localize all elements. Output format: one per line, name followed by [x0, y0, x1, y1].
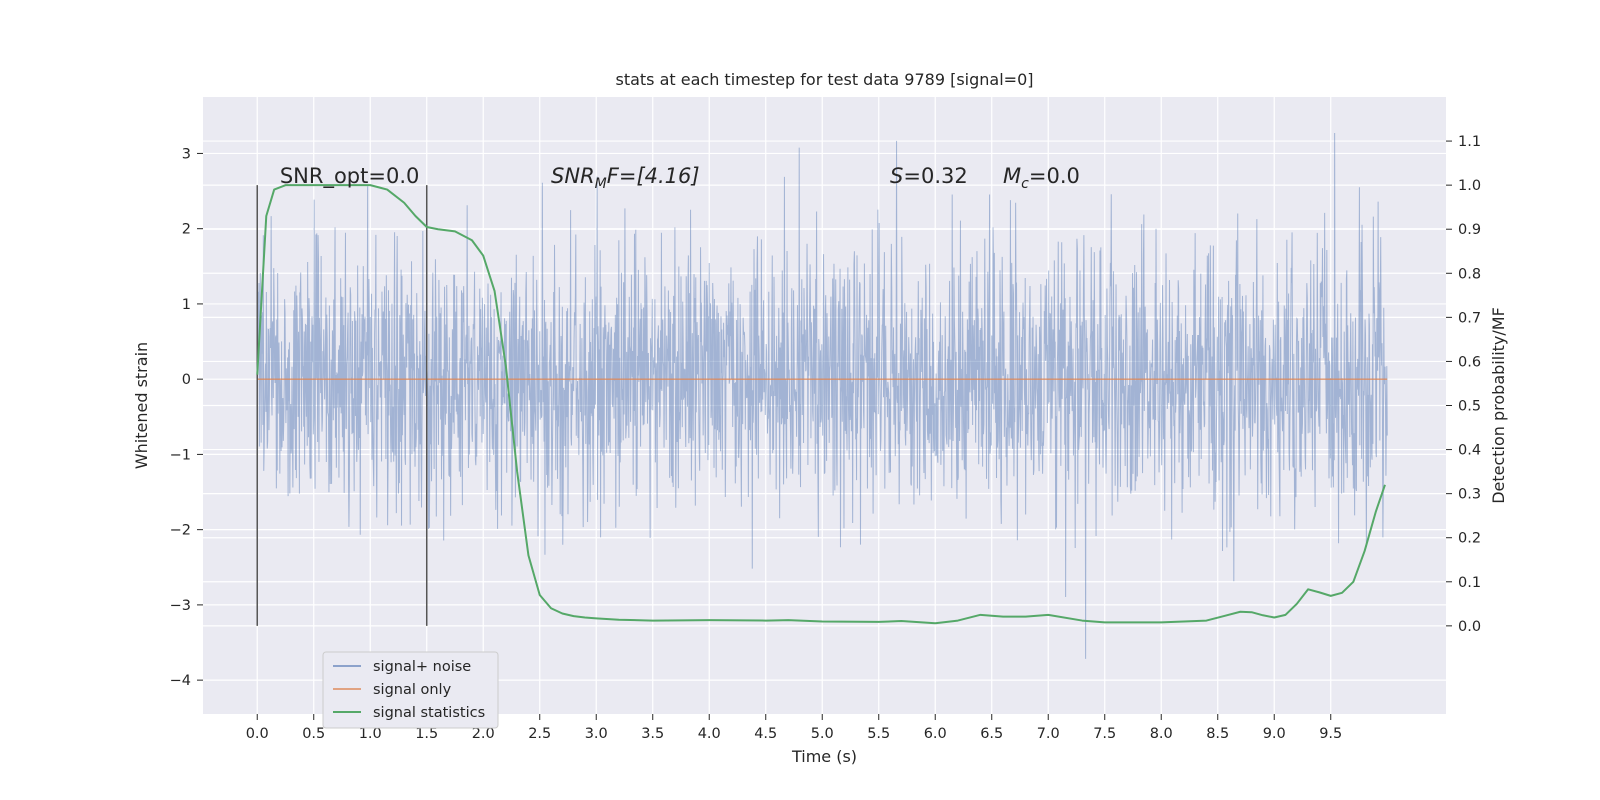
annotation-s: S=0.32 — [890, 164, 968, 188]
x-tick-label: 1.5 — [415, 726, 438, 742]
x-tick-label: 7.5 — [1093, 726, 1116, 742]
s-value: =0.32 — [903, 164, 967, 188]
x-tick-label: 8.0 — [1150, 726, 1173, 742]
y-tick-label: −3 — [170, 598, 191, 614]
x-tick-label: 9.0 — [1263, 726, 1286, 742]
y2-axis-label: Detection probability/MF — [1489, 307, 1508, 504]
x-tick-label: 0.0 — [246, 726, 269, 742]
legend-box — [322, 651, 499, 729]
x-tick-label: 2.0 — [472, 726, 495, 742]
x-tick-label: 2.5 — [528, 726, 551, 742]
x-tick-label: 3.0 — [585, 726, 608, 742]
x-tick-label: 5.5 — [867, 726, 890, 742]
y2-tick-label: 0.3 — [1458, 487, 1481, 503]
y-axis-label: Whitened strain — [132, 342, 151, 469]
y-tick-label: −4 — [170, 673, 191, 689]
vertical-markers — [256, 185, 428, 626]
y2-tick-label: 0.4 — [1458, 443, 1481, 459]
x-tick-label: 1.0 — [359, 726, 382, 742]
snr-mf-subscript: M — [595, 176, 607, 192]
grid-lines — [203, 97, 1446, 714]
statistics-line — [256, 184, 1386, 625]
x-tick-label: 6.5 — [980, 726, 1003, 742]
x-tick-label: 9.5 — [1319, 726, 1342, 742]
y2-tick-label: 1.0 — [1458, 178, 1481, 194]
y2-tick-label: 0.0 — [1458, 619, 1481, 635]
noise-trace — [256, 132, 1388, 659]
x-tick-label: 7.0 — [1037, 726, 1060, 742]
y2-tick-label: 0.6 — [1458, 354, 1481, 370]
y-tick-label: 3 — [182, 146, 191, 162]
y-tick-label: 2 — [182, 222, 191, 238]
y2-tick-label: 0.5 — [1458, 399, 1481, 415]
x-tick-label: 0.5 — [302, 726, 325, 742]
s-name: S — [890, 164, 903, 188]
axis-ticks: 0.0 0.5 1.0 1.5 2.0 2.5 3.0 3.5 4.0 4.5 5.0 5.5 6.0 6… — [170, 134, 1481, 742]
noise-series — [256, 132, 1388, 659]
y2-tick-label: 0.9 — [1458, 222, 1481, 238]
snr-mf-rest: F=[4.16] — [607, 164, 700, 188]
x-axis-label: Time (s) — [791, 747, 857, 766]
y-tick-label: −2 — [170, 523, 191, 539]
annotation-mc: Mc=0.0 — [1003, 164, 1080, 192]
snr-mf-name: SNR — [551, 164, 595, 188]
mc-name: M — [1003, 164, 1021, 188]
legend: signal+ noise signal only signal statist… — [322, 651, 499, 729]
mc-subscript: c — [1021, 176, 1029, 192]
y2-tick-label: 0.7 — [1458, 310, 1481, 326]
chart-title: stats at each timestep for test data 978… — [615, 70, 1033, 89]
x-tick-label: 8.5 — [1206, 726, 1229, 742]
y-tick-label: 0 — [182, 372, 191, 388]
x-tick-label: 4.5 — [754, 726, 777, 742]
x-tick-label: 5.0 — [811, 726, 834, 742]
y2-tick-label: 0.1 — [1458, 575, 1481, 591]
y-tick-label: 1 — [182, 297, 191, 313]
legend-label-signal: signal only — [373, 682, 452, 698]
annotation-snr-mf: SNRMF=[4.16] — [551, 164, 700, 192]
statistics-series — [256, 184, 1386, 625]
annotation-snr-opt: SNR_opt=0.0 — [280, 164, 420, 189]
x-tick-label: 6.0 — [924, 726, 947, 742]
x-tick-label: 3.5 — [641, 726, 664, 742]
y2-tick-label: 1.1 — [1458, 134, 1481, 150]
y2-tick-label: 0.2 — [1458, 531, 1481, 547]
legend-label-statistics: signal statistics — [373, 705, 485, 721]
x-tick-label: 4.0 — [698, 726, 721, 742]
mc-value: =0.0 — [1029, 164, 1080, 188]
y-tick-label: −1 — [170, 447, 191, 463]
legend-label-noise: signal+ noise — [373, 659, 471, 675]
y2-tick-label: 0.8 — [1458, 266, 1481, 282]
